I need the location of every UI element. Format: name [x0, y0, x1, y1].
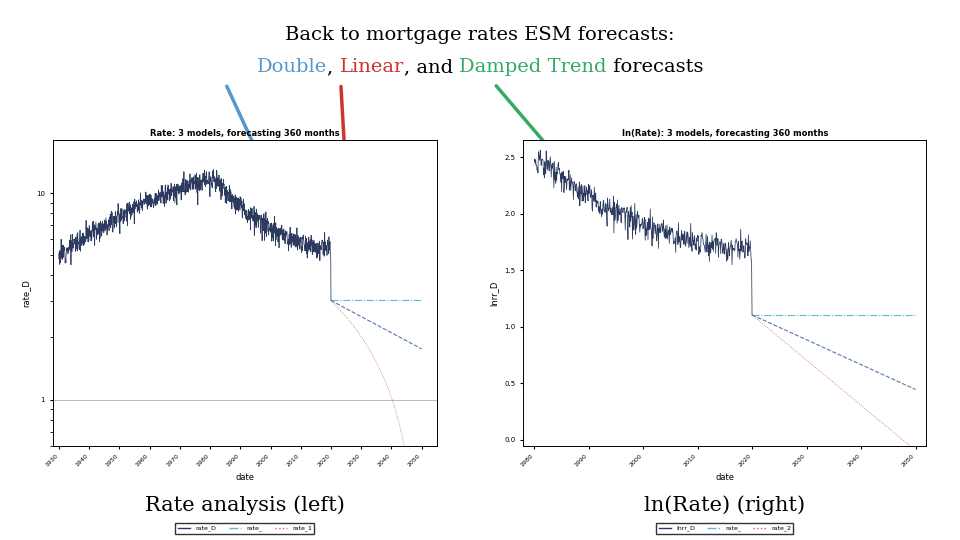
Title: Rate: 3 models, forecasting 360 months: Rate: 3 models, forecasting 360 months — [150, 129, 340, 138]
Text: Rate analysis (left): Rate analysis (left) — [145, 495, 345, 515]
Text: ln(Rate) (right): ln(Rate) (right) — [644, 495, 805, 515]
Text: Back to mortgage rates ESM forecasts:: Back to mortgage rates ESM forecasts: — [285, 26, 675, 44]
Text: Double: Double — [257, 58, 327, 77]
Legend: lnrr_D, rate_, rate_2: lnrr_D, rate_, rate_2 — [656, 523, 794, 534]
Text: ,: , — [327, 58, 340, 77]
X-axis label: date: date — [235, 474, 254, 482]
Text: Damped Trend: Damped Trend — [459, 58, 607, 77]
Text: , and: , and — [404, 58, 459, 77]
Y-axis label: rate_D: rate_D — [22, 279, 31, 307]
Text: forecasts: forecasts — [607, 58, 703, 77]
Legend: rate_D, rate_, rate_1: rate_D, rate_, rate_1 — [175, 523, 315, 534]
Text: Linear: Linear — [340, 58, 404, 77]
Title: ln(Rate): 3 models, forecasting 360 months: ln(Rate): 3 models, forecasting 360 mont… — [622, 129, 828, 138]
Y-axis label: lnrr_D: lnrr_D — [490, 280, 499, 306]
X-axis label: date: date — [715, 474, 734, 482]
